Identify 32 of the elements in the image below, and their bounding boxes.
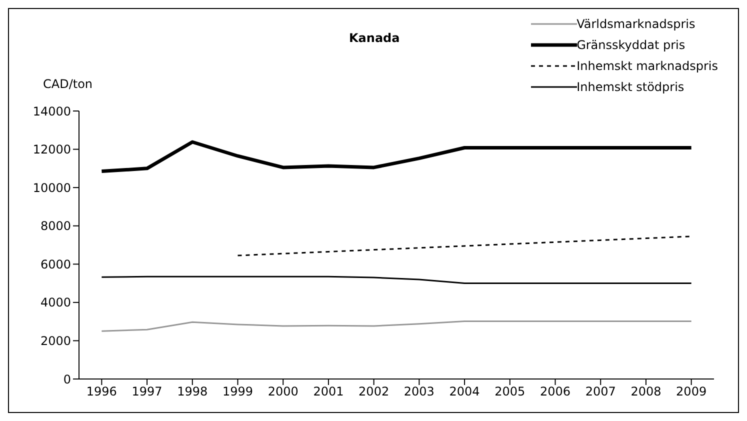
legend-label: Inhemskt marknadspris (576, 58, 718, 72)
y-tick-label: 6000 (40, 257, 71, 272)
y-tick-label: 0 (63, 372, 71, 386)
legend-label: Världsmarknadspris (576, 16, 696, 30)
y-tick-label: 10000 (32, 180, 71, 195)
x-tick-label: 2004 (449, 384, 480, 399)
line-series (100, 276, 692, 284)
line-series (237, 236, 692, 256)
y-tick-label: 12000 (32, 142, 71, 157)
y-tick-label: 4000 (40, 296, 71, 310)
chart-title: Kanada (349, 31, 400, 45)
x-tick-label: 1996 (86, 384, 117, 399)
y-tick-label: 2000 (40, 334, 71, 348)
x-tick-label: 2006 (540, 384, 571, 399)
legend-label: Gränsskyddat pris (576, 38, 686, 52)
x-tick-label: 1999 (222, 384, 254, 399)
y-tick-label: 14000 (32, 104, 71, 118)
x-tick-label: 2000 (268, 384, 298, 399)
line-series (100, 140, 694, 174)
x-tick-label: 2005 (494, 384, 526, 399)
x-tick-label: 2007 (585, 384, 616, 399)
x-tick-label: 2008 (630, 384, 662, 399)
x-tick-label: 2003 (404, 384, 434, 399)
x-tick-label: 2002 (358, 384, 390, 399)
legend-label: Inhemskt stödpris (576, 80, 684, 94)
x-tick-label: 1997 (132, 384, 162, 399)
x-tick-label: 1998 (177, 384, 208, 399)
y-tick-label: 8000 (40, 219, 71, 234)
x-tick-label: 2001 (313, 384, 344, 399)
y-axis-title: CAD/ton (43, 77, 93, 91)
line-series (100, 320, 692, 332)
x-tick-label: 2009 (676, 384, 707, 399)
